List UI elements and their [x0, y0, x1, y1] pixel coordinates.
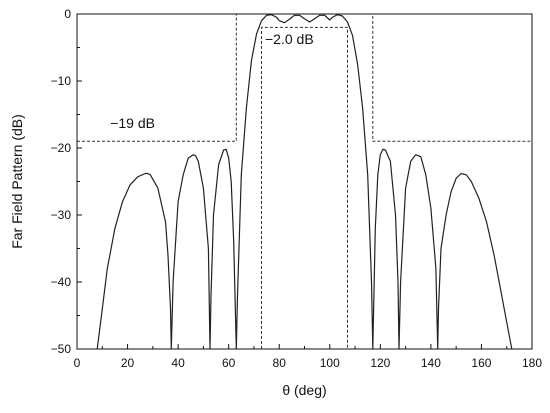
pattern-curve	[96, 14, 513, 350]
y-tick-label: −50	[51, 342, 72, 356]
mask-line-2	[261, 26, 348, 349]
x-tick-label: 120	[370, 356, 390, 370]
x-tick-label: 20	[121, 356, 135, 370]
tick-labels: 0 20 40 60 80 100 120 140 160 180 0 −10 −20 −30 −40 −50	[51, 7, 543, 370]
x-tick-label: 60	[222, 356, 236, 370]
y-tick-label: 0	[64, 7, 71, 21]
mask-line-1	[77, 13, 532, 142]
annotation-label-1: −2.0 dB	[265, 31, 314, 47]
x-tick-label: 160	[471, 356, 491, 370]
x-tick-label: 40	[171, 356, 185, 370]
tick-marks	[76, 13, 533, 350]
x-tick-label: 80	[273, 356, 287, 370]
y-axis-title: Far Field Pattern (dB)	[9, 114, 25, 249]
x-tick-label: 140	[421, 356, 441, 370]
y-tick-label: −20	[51, 141, 72, 155]
y-tick-label: −30	[51, 208, 72, 222]
plot-frame	[76, 13, 533, 350]
x-axis-title: θ (deg)	[282, 382, 326, 398]
y-tick-label: −40	[51, 275, 72, 289]
x-tick-label: 0	[74, 356, 81, 370]
y-tick-label: −10	[51, 74, 72, 88]
series-layer	[77, 13, 532, 350]
annotation-label-0: −19 dB	[110, 115, 155, 131]
x-tick-label: 100	[320, 356, 340, 370]
annotations: −19 dB −2.0 dB	[110, 31, 313, 131]
x-tick-label: 180	[522, 356, 542, 370]
